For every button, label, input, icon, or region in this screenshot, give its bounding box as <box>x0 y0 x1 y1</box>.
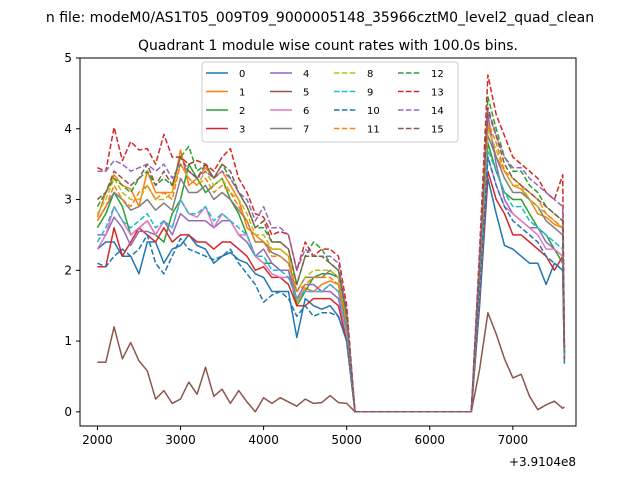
x-tick-label: 6000 <box>415 433 446 447</box>
figure-suptitle: n file: modeM0/AS1T05_009T09_9000005148_… <box>46 10 594 26</box>
y-tick-label: 0 <box>64 405 72 419</box>
legend-label-3: 3 <box>239 125 245 136</box>
y-tick-label: 3 <box>64 193 72 207</box>
legend-label-9: 9 <box>367 88 373 99</box>
y-tick-label: 1 <box>64 334 72 348</box>
legend-label-14: 14 <box>431 106 444 117</box>
series-line-10 <box>97 156 566 413</box>
series-line-5 <box>97 312 565 413</box>
legend-label-7: 7 <box>303 125 309 136</box>
y-axis: 0 1 2 3 4 5 <box>64 51 80 419</box>
series-line-12 <box>96 96 566 413</box>
y-tick-label: 4 <box>64 122 72 136</box>
series-line-13 <box>97 74 566 413</box>
legend-label-5: 5 <box>303 88 309 99</box>
legend-label-12: 12 <box>431 69 444 80</box>
series-line-6 <box>96 156 566 413</box>
series-line-15 <box>96 106 566 413</box>
chart-title: Quadrant 1 module wise count rates with … <box>138 38 518 54</box>
legend-label-2: 2 <box>239 106 245 117</box>
legend-label-13: 13 <box>431 88 444 99</box>
x-tick-label: 3000 <box>165 433 196 447</box>
plot-lines <box>96 74 566 413</box>
plot-area-frame <box>79 57 577 427</box>
legend-label-6: 6 <box>303 106 309 117</box>
y-tick-label: 5 <box>64 51 72 65</box>
series-line-0 <box>96 177 566 413</box>
x-tick-label: 7000 <box>498 433 529 447</box>
series-line-8 <box>96 128 566 413</box>
legend-label-15: 15 <box>431 125 444 136</box>
legend-box <box>201 61 459 143</box>
x-axis: 2000 3000 4000 5000 6000 7000 <box>82 426 528 447</box>
legend-label-8: 8 <box>367 69 373 80</box>
x-offset-label: +3.9104e8 <box>509 455 576 469</box>
y-tick-label: 2 <box>64 263 72 277</box>
legend-label-11: 11 <box>367 125 380 136</box>
legend-label-10: 10 <box>367 106 380 117</box>
legend-label-1: 1 <box>239 88 245 99</box>
series-line-11 <box>96 120 566 413</box>
series-line-14 <box>97 110 566 413</box>
x-tick-label: 4000 <box>248 433 279 447</box>
x-tick-label: 5000 <box>331 433 362 447</box>
x-tick-label: 2000 <box>82 433 113 447</box>
legend-label-4: 4 <box>303 69 309 80</box>
legend-label-0: 0 <box>239 69 245 80</box>
